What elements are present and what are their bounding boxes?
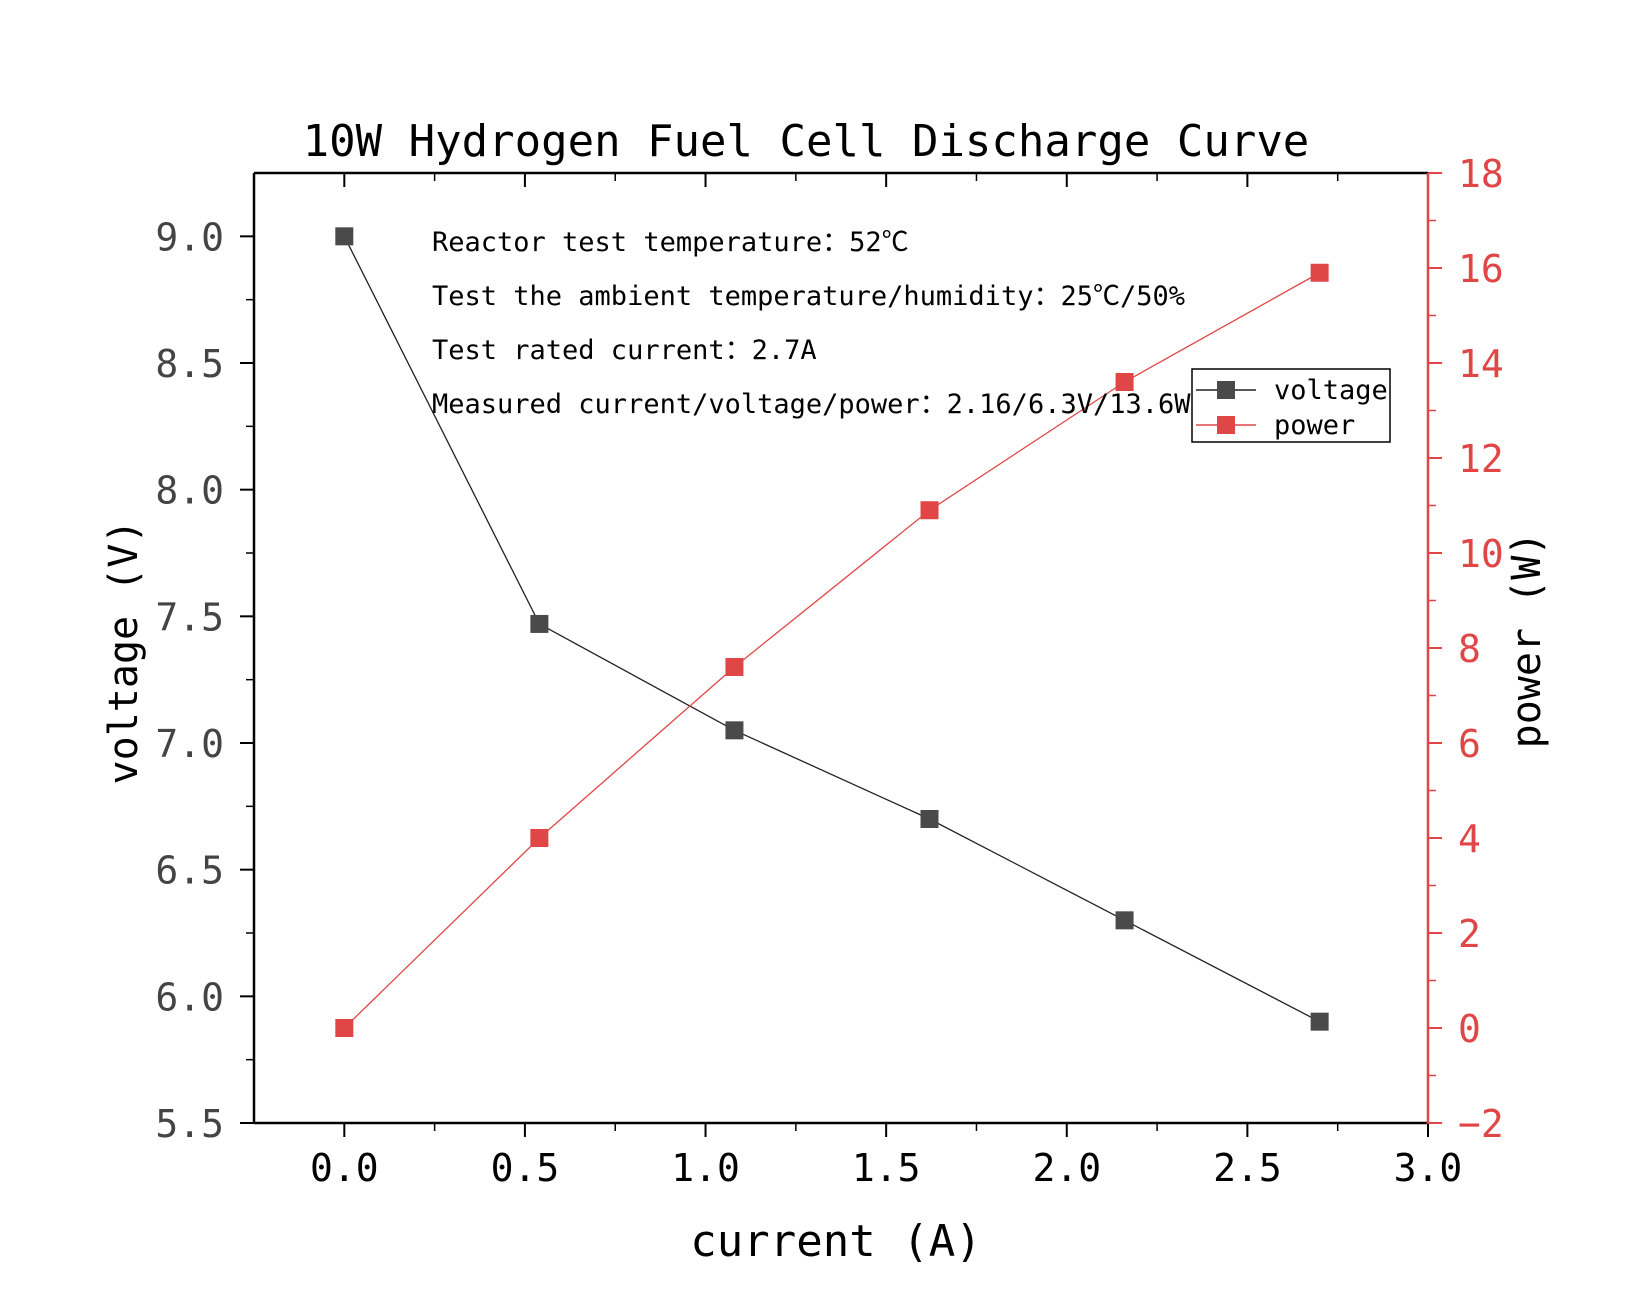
x-tick-label: 0.0 [310, 1146, 379, 1190]
y-right-tick-label: 18 [1458, 152, 1504, 196]
voltage-point [725, 721, 744, 740]
y-right-axis-label: power (W) [1504, 532, 1550, 749]
legend-power-label: power [1274, 410, 1355, 441]
y-right-tick-label: 6 [1458, 722, 1481, 766]
y-left-tick-label: 7.5 [155, 595, 224, 639]
x-tick-label: 1.5 [852, 1146, 921, 1190]
plot-frame [252, 171, 1430, 1125]
voltage-series-line [343, 236, 1320, 1023]
power-series-line [343, 272, 1320, 1029]
voltage-point [335, 227, 354, 246]
annotation-ambient: Test the ambient temperature/humidity：25… [432, 281, 1185, 312]
y-right-tick-label: 8 [1458, 627, 1481, 671]
x-axis-label: current (A) [690, 1216, 981, 1267]
y-left-tick-label: 7.0 [155, 722, 224, 766]
x-tick-label: 3.0 [1394, 1146, 1463, 1190]
y-left-tick-label: 5.5 [155, 1102, 224, 1146]
y-right-tick-label: 10 [1458, 532, 1504, 576]
power-point [920, 501, 939, 520]
legend-voltage-label: voltage [1274, 375, 1388, 406]
y-left-tick-label: 8.5 [155, 342, 224, 386]
y-right-tick-label: 14 [1458, 342, 1504, 386]
series-layer [335, 227, 1329, 1037]
legend-voltage-marker [1217, 381, 1235, 399]
y-left-axis-label: voltage (V) [101, 520, 147, 785]
y-right-tick-label: 0 [1458, 1007, 1481, 1051]
y-right-tick-label: 2 [1458, 912, 1481, 956]
y-left-tick-label: 9.0 [155, 215, 224, 259]
x-tick-label: 2.0 [1032, 1146, 1101, 1190]
power-point [530, 829, 549, 847]
legend: voltage power [1191, 368, 1391, 443]
power-point [725, 658, 744, 676]
y-left-tick-label: 6.0 [155, 975, 224, 1019]
annotation-block: Reactor test temperature：52℃ Test the am… [432, 227, 1191, 420]
y-left-tick-label: 6.5 [155, 849, 224, 893]
annotation-measured: Measured current/voltage/power：2.16/6.3V… [432, 389, 1191, 420]
power-point [335, 1019, 354, 1037]
annotation-rated-current: Test rated current：2.7A [432, 335, 817, 366]
voltage-point [1310, 1012, 1329, 1031]
left-axis-ticks: 5.5 6.0 6.5 7.0 7.5 8.0 8.5 9.0 [155, 215, 254, 1146]
y-right-tick-label: 4 [1458, 817, 1481, 861]
y-right-tick-label: 12 [1458, 437, 1504, 481]
bottom-axis-ticks: 0.0 0.5 1.0 1.5 2.0 2.5 3.0 [310, 1123, 1462, 1190]
y-right-tick-label: 16 [1458, 247, 1504, 291]
right-axis-ticks: −2 0 2 4 6 8 10 12 14 16 18 [1428, 152, 1504, 1146]
power-point [1310, 263, 1329, 282]
power-point [1115, 373, 1134, 391]
legend-power-marker [1217, 416, 1235, 434]
y-right-tick-label: −2 [1458, 1102, 1504, 1146]
voltage-point [1115, 911, 1134, 930]
x-tick-label: 0.5 [491, 1146, 560, 1190]
x-tick-label: 1.0 [671, 1146, 740, 1190]
chart-title: 10W Hydrogen Fuel Cell Discharge Curve [303, 116, 1310, 167]
voltage-point [530, 614, 549, 633]
top-axis-ticks [343, 173, 1429, 187]
voltage-point [920, 810, 939, 828]
annotation-reactor-temp: Reactor test temperature：52℃ [432, 227, 909, 258]
x-tick-label: 2.5 [1213, 1146, 1282, 1190]
y-left-tick-label: 8.0 [155, 469, 224, 513]
